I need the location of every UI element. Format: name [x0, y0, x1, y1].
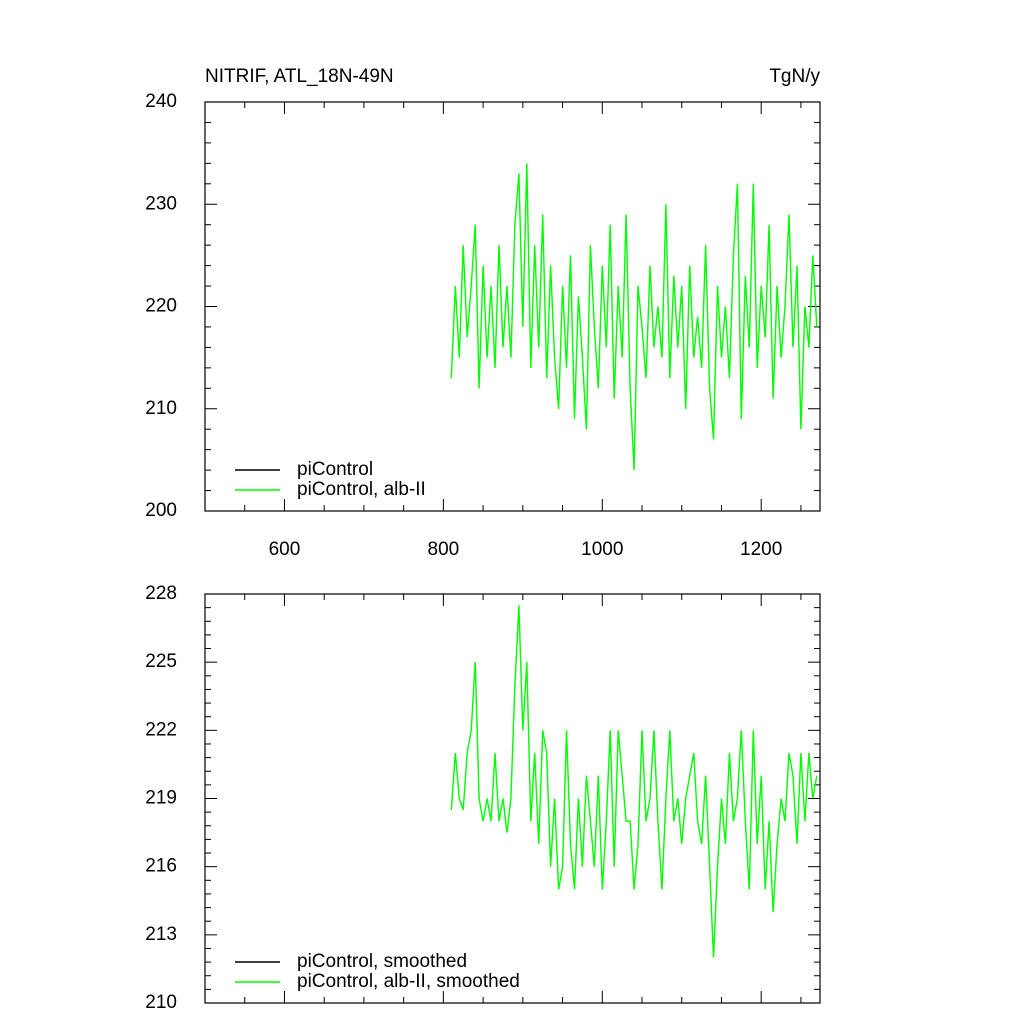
x-tick-label: 1200	[740, 539, 782, 560]
y-tick-label: 228	[145, 583, 177, 604]
y-tick-label: 219	[145, 788, 177, 809]
y-tick-label: 222	[145, 719, 177, 740]
x-tick-label: 600	[269, 539, 301, 560]
y-tick-label: 216	[145, 856, 177, 877]
x-tick-label: 800	[428, 539, 460, 560]
data-line	[450, 163, 818, 471]
data-line	[450, 605, 818, 958]
legend-label: piControl, alb-II, smoothed	[297, 971, 520, 992]
y-tick-label: 213	[145, 924, 177, 945]
legend-label: piControl, alb-II	[297, 479, 426, 500]
y-tick-label: 210	[145, 398, 177, 419]
y-tick-label: 230	[145, 193, 177, 214]
y-tick-label: 225	[145, 651, 177, 672]
y-tick-label: 220	[145, 296, 177, 317]
chart-title: NITRIF, ATL_18N-49N	[205, 66, 394, 87]
units-label: TgN/y	[769, 66, 820, 87]
legend-label: piControl	[297, 459, 373, 480]
x-tick-label: 1000	[581, 539, 623, 560]
y-tick-label: 210	[145, 992, 177, 1013]
y-tick-label: 200	[145, 500, 177, 521]
legend-label: piControl, smoothed	[297, 951, 467, 972]
y-tick-label: 240	[145, 91, 177, 112]
